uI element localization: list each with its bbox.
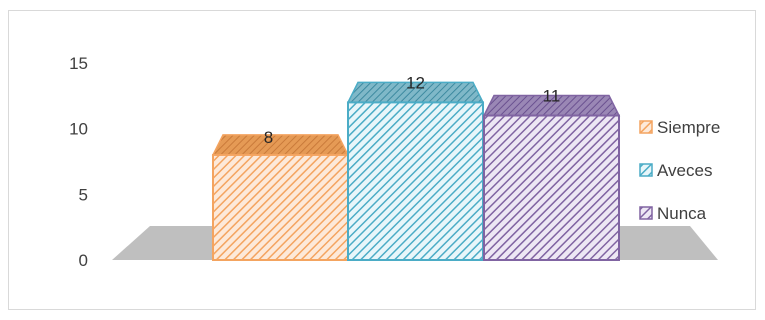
- legend-label: Aveces: [657, 161, 712, 180]
- y-tick-label: 15: [69, 54, 88, 73]
- bar-aveces: [346, 81, 485, 262]
- bar-front-face: [483, 114, 620, 261]
- bar-siempre: [211, 134, 350, 261]
- bars-group: [211, 81, 621, 262]
- legend-item-aveces: Aveces: [639, 161, 712, 180]
- legend-swatch: [639, 120, 653, 134]
- legend: Siempre Aveces Nunca: [639, 118, 720, 223]
- legend-swatch: [639, 163, 653, 177]
- data-label-aveces: 12: [406, 73, 425, 92]
- data-label-nunca: 11: [543, 87, 561, 106]
- legend-item-siempre: Siempre: [639, 118, 720, 137]
- bar-nunca: [482, 94, 621, 261]
- y-axis-ticks: 0 5 10 15: [69, 54, 88, 270]
- legend-label: Siempre: [657, 118, 720, 137]
- legend-item-nunca: Nunca: [639, 204, 707, 223]
- y-tick-label: 10: [69, 120, 88, 139]
- data-label-siempre: 8: [264, 128, 273, 147]
- data-labels: 8 12 11: [264, 73, 561, 147]
- y-tick-label: 5: [79, 185, 88, 204]
- legend-label: Nunca: [657, 204, 707, 223]
- bar-front-face: [212, 153, 349, 261]
- bar-top-face: [211, 134, 350, 156]
- bar-front-face: [347, 101, 484, 262]
- legend-swatch: [639, 206, 653, 220]
- y-tick-label: 0: [79, 251, 88, 270]
